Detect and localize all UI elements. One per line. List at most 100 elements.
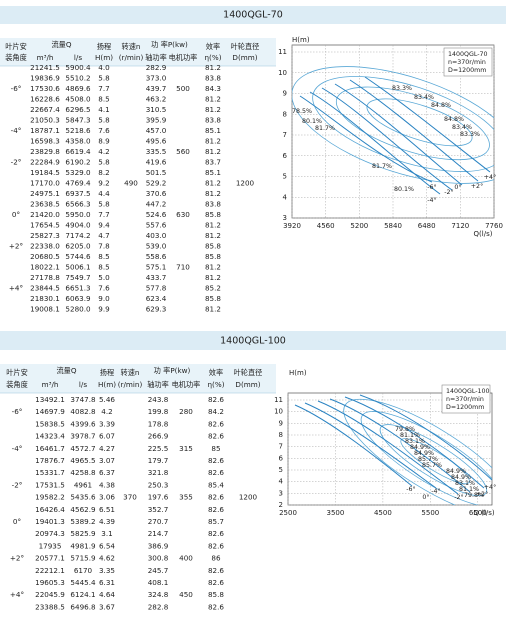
table-cell: 85 <box>211 444 220 453</box>
curves <box>294 394 492 505</box>
x-tick-label: 5500 <box>421 509 439 517</box>
table-cell: 575.1 <box>146 263 167 272</box>
hq-curve <box>344 396 485 489</box>
table-cell: 85.7 <box>208 517 224 526</box>
table-cell: 433.7 <box>146 273 167 282</box>
table-cell: 4769.4 <box>65 179 91 188</box>
table-cell: 85.8 <box>205 294 221 303</box>
contour <box>360 411 492 505</box>
table-cell: 439.7 <box>146 84 167 93</box>
header: D(mm) <box>232 53 257 62</box>
table-cell: 23388.5 <box>35 602 65 611</box>
info-text: n=370r/min <box>448 59 486 66</box>
table-cell: 3747.8 <box>70 395 96 404</box>
table-cell: 85.8 <box>205 252 221 261</box>
table-cell: 14697.9 <box>35 407 65 416</box>
x-tick-label: 6480 <box>418 222 436 230</box>
table-cell: 85.8 <box>205 210 221 219</box>
table-cell: 9.9 <box>98 305 110 314</box>
table-cell: 270.7 <box>148 517 169 526</box>
hq-curve <box>317 400 459 495</box>
header: 效率 <box>209 368 223 377</box>
table-cell: 315 <box>179 444 193 453</box>
annotation: -2° <box>454 493 463 501</box>
background-layer <box>0 38 495 506</box>
y-tick-label: 5 <box>283 173 287 181</box>
table-cell: 19184.5 <box>30 168 60 177</box>
header: 功 率P(kw) <box>151 40 188 49</box>
table-cell: 27178.8 <box>30 273 60 282</box>
table-cell: 9.0 <box>98 294 110 303</box>
table-cell: -6° <box>11 84 22 93</box>
annotation: 81.7% <box>372 163 392 170</box>
table-cell: 5.8 <box>98 74 110 83</box>
annotation: 84.9% <box>410 444 430 451</box>
annotation: 83.4% <box>452 124 472 131</box>
table-cell: 463.2 <box>146 95 167 104</box>
table-cell: 15838.5 <box>35 419 65 428</box>
table-cell: 3.06 <box>99 493 115 502</box>
table-cell: 623.4 <box>146 294 167 303</box>
table-cell: 4904.0 <box>65 221 91 230</box>
y-tick-label: 3 <box>279 489 283 497</box>
table-cell: 4.27 <box>99 444 115 453</box>
table-cell: 81.2 <box>205 221 221 230</box>
y-tick-label: 9 <box>279 419 283 427</box>
table-cell: 6651.3 <box>65 284 90 293</box>
header-background <box>0 364 276 393</box>
hq-curve <box>321 87 453 191</box>
table-cell: 524.6 <box>146 210 167 219</box>
table-cell: 19401.3 <box>35 517 65 526</box>
annotation: 81.7% <box>315 125 335 132</box>
header: l/s <box>79 380 87 389</box>
table-cell: 81.2 <box>205 189 221 198</box>
table-cell: 630 <box>176 210 190 219</box>
table-cell: -2° <box>11 158 22 167</box>
table-cell: 81.2 <box>205 95 221 104</box>
table-cell: 3.07 <box>99 456 115 465</box>
table-cell: 197.6 <box>148 493 169 502</box>
table-cell: 557.6 <box>146 221 167 230</box>
y-axis-label: H(m) <box>289 369 307 377</box>
annotation: 78.5% <box>292 108 312 115</box>
table-cell: 8.2 <box>98 168 109 177</box>
table-cell: 282.8 <box>148 602 169 611</box>
table-cell: 214.7 <box>148 529 169 538</box>
table-cell: 539.0 <box>146 242 167 251</box>
y-tick-label: 11 <box>274 396 283 404</box>
table-cell: 16461.7 <box>35 444 65 453</box>
annotation: 84.9% <box>451 474 471 481</box>
annotation: 85.7% <box>418 456 438 463</box>
table-cell: 7174.2 <box>65 231 90 240</box>
annotation: 81.1% <box>459 486 479 493</box>
table-cell: 8.5 <box>98 263 109 272</box>
table-cell: 0° <box>12 210 20 219</box>
table-cell: 3.67 <box>99 602 115 611</box>
annotation: 84.8% <box>444 116 464 123</box>
table-cell: 8.5 <box>98 252 109 261</box>
table-cell: 16228.6 <box>30 95 60 104</box>
x-tick-label: 5840 <box>384 222 402 230</box>
table-cell: 243.8 <box>148 395 169 404</box>
annotation: 81.1% <box>400 432 420 439</box>
info-text: D=1200mm <box>448 67 486 74</box>
table-cell: 81.2 <box>205 231 221 240</box>
table-cell: 6566.3 <box>65 200 90 209</box>
table-cell: 85.1 <box>205 168 221 177</box>
table-cell: 6.51 <box>99 505 115 514</box>
table-cell: 7.6 <box>98 284 110 293</box>
table-cell: 21420.0 <box>30 210 60 219</box>
table-cell: 6296.5 <box>65 105 90 114</box>
table-cell: 24975.1 <box>30 189 60 198</box>
annotation: -4° <box>431 487 440 495</box>
table-cell: 17530.6 <box>30 84 60 93</box>
table-cell: 15331.7 <box>35 468 65 477</box>
table-cell: 7.8 <box>98 242 110 251</box>
annotation: 83.3% <box>392 85 412 92</box>
y-tick-label: 10 <box>274 408 283 416</box>
table-cell: 450 <box>179 590 193 599</box>
table-cell: 6619.4 <box>65 147 91 156</box>
header: 流量Q <box>56 366 76 375</box>
table-cell: 5.46 <box>99 395 115 404</box>
table-cell: 6.31 <box>99 578 115 587</box>
